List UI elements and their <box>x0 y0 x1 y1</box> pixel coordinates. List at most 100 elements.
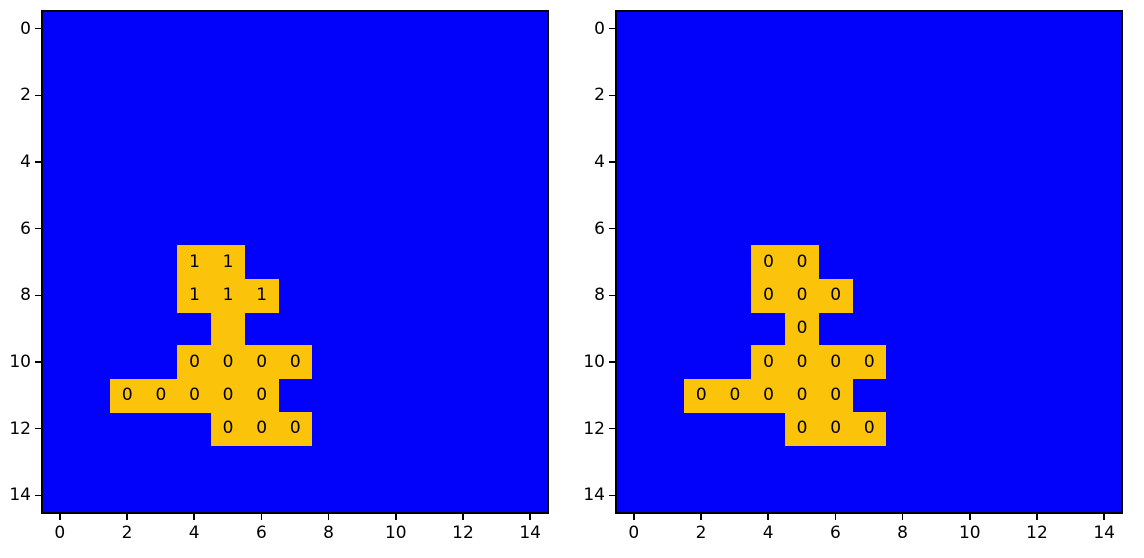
heatmap-cell-r7-c5: 0 <box>785 245 820 280</box>
x-tick-label: 6 <box>255 523 267 543</box>
y-tick-label: 6 <box>594 218 605 239</box>
x-tick-mark <box>193 514 195 520</box>
x-tick-mark <box>834 514 837 520</box>
heatmap-cell-r10-c4: 0 <box>177 345 212 380</box>
heatmap-cell-r8-c4: 0 <box>751 278 786 313</box>
y-tick-label: 0 <box>594 18 605 39</box>
y-tick-label: 2 <box>20 85 31 106</box>
x-tick-label: 2 <box>695 523 707 543</box>
y-tick-mark <box>35 494 41 497</box>
y-tick-label: 12 <box>583 418 605 439</box>
heatmap-cell-r8-c6: 0 <box>818 278 853 313</box>
y-tick-label: 6 <box>20 218 31 239</box>
heatmap-cell-r11-c2: 0 <box>684 378 719 413</box>
heatmap-cell-r10-c6: 0 <box>818 345 853 380</box>
heatmap-cell-r12-c5: 0 <box>211 412 246 446</box>
heatmap-cell-r12-c6: 0 <box>244 412 279 446</box>
x-tick-mark <box>700 514 702 520</box>
heatmap-cell-r11-c3: 0 <box>717 378 752 413</box>
heatmap-cell-r11-c6: 0 <box>244 378 279 413</box>
x-tick-mark <box>633 514 635 520</box>
y-tick-label: 10 <box>583 352 605 372</box>
y-tick-label: 2 <box>594 85 605 106</box>
heatmap-cell-r12-c7: 0 <box>278 412 313 446</box>
x-tick-mark <box>969 514 971 520</box>
y-tick-label: 0 <box>20 18 31 39</box>
y-tick-mark <box>35 161 41 163</box>
y-tick-mark <box>609 94 615 97</box>
y-tick-mark <box>609 494 615 497</box>
heatmap-cell-r7-c4: 0 <box>751 245 786 280</box>
x-tick-label: 0 <box>628 523 640 543</box>
heatmap-cell-r10-c7: 0 <box>852 345 887 380</box>
y-tick-mark <box>609 27 615 30</box>
y-tick-mark <box>35 27 41 30</box>
y-tick-mark <box>609 294 615 297</box>
x-tick-mark <box>327 514 330 520</box>
x-tick-label: 4 <box>188 523 200 543</box>
x-tick-label: 2 <box>121 523 133 543</box>
x-tick-mark <box>126 514 128 520</box>
y-tick-label: 4 <box>20 152 31 172</box>
y-tick-mark <box>35 427 41 430</box>
heatmap-cell-r12-c6: 0 <box>818 412 853 446</box>
heatmap-cell-r10-c5: 0 <box>211 345 246 380</box>
heatmap-cell-r12-c5: 0 <box>785 412 820 446</box>
y-tick-label: 4 <box>594 152 605 172</box>
heatmap-cell-r11-c6: 0 <box>818 378 853 413</box>
x-tick-label: 6 <box>829 523 841 543</box>
y-tick-mark <box>35 227 41 230</box>
x-tick-label: 10 <box>384 523 407 543</box>
y-tick-label: 10 <box>9 352 31 372</box>
heatmap-cell-r10-c4: 0 <box>751 345 786 380</box>
heatmap-cell-r9-c5 <box>211 312 246 346</box>
x-tick-label: 4 <box>762 523 774 543</box>
y-tick-label: 12 <box>9 418 31 439</box>
heatmap-cell-r10-c5: 0 <box>785 345 820 380</box>
heatmap-cell-r10-c6: 0 <box>244 345 279 380</box>
heatmap-cell-r11-c5: 0 <box>211 378 246 413</box>
heatmap-cell-r7-c4: 1 <box>177 245 212 280</box>
x-tick-mark <box>529 514 531 520</box>
heatmap-cell-r11-c2: 0 <box>110 378 145 413</box>
heatmap-cell-r12-c7: 0 <box>852 412 887 446</box>
x-tick-mark <box>59 514 61 520</box>
x-tick-mark <box>395 514 397 520</box>
y-tick-label: 14 <box>9 485 31 506</box>
x-tick-mark <box>1103 514 1105 520</box>
heatmap-cell-r11-c3: 0 <box>143 378 178 413</box>
x-tick-mark <box>1036 514 1038 520</box>
y-tick-mark <box>35 361 41 363</box>
x-tick-mark <box>767 514 769 520</box>
x-tick-label: 8 <box>897 523 909 543</box>
x-tick-mark <box>462 514 464 520</box>
x-tick-mark <box>260 514 263 520</box>
heatmap-cell-r11-c4: 0 <box>751 378 786 413</box>
heatmap-cell-r8-c5: 0 <box>785 278 820 313</box>
x-tick-label: 14 <box>1093 523 1116 543</box>
heatmap-cell-r8-c4: 1 <box>177 278 212 313</box>
y-tick-mark <box>609 427 615 430</box>
y-tick-mark <box>609 227 615 230</box>
y-tick-mark <box>35 94 41 97</box>
heatmap-cell-r9-c5: 0 <box>785 312 820 346</box>
y-tick-mark <box>609 161 615 163</box>
x-tick-label: 12 <box>452 523 474 543</box>
x-tick-mark <box>901 514 904 520</box>
heatmap-cell-r8-c5: 1 <box>211 278 246 313</box>
y-tick-label: 14 <box>583 485 605 506</box>
heatmap-cell-r7-c5: 1 <box>211 245 246 280</box>
y-tick-mark <box>609 361 615 363</box>
heatmap-cell-r11-c4: 0 <box>177 378 212 413</box>
x-tick-label: 8 <box>323 523 335 543</box>
y-tick-label: 8 <box>20 285 31 306</box>
y-tick-mark <box>35 294 41 297</box>
x-tick-label: 0 <box>54 523 66 543</box>
heatmap-cell-r10-c7: 0 <box>278 345 313 380</box>
heatmap-cell-r8-c6: 1 <box>244 278 279 313</box>
